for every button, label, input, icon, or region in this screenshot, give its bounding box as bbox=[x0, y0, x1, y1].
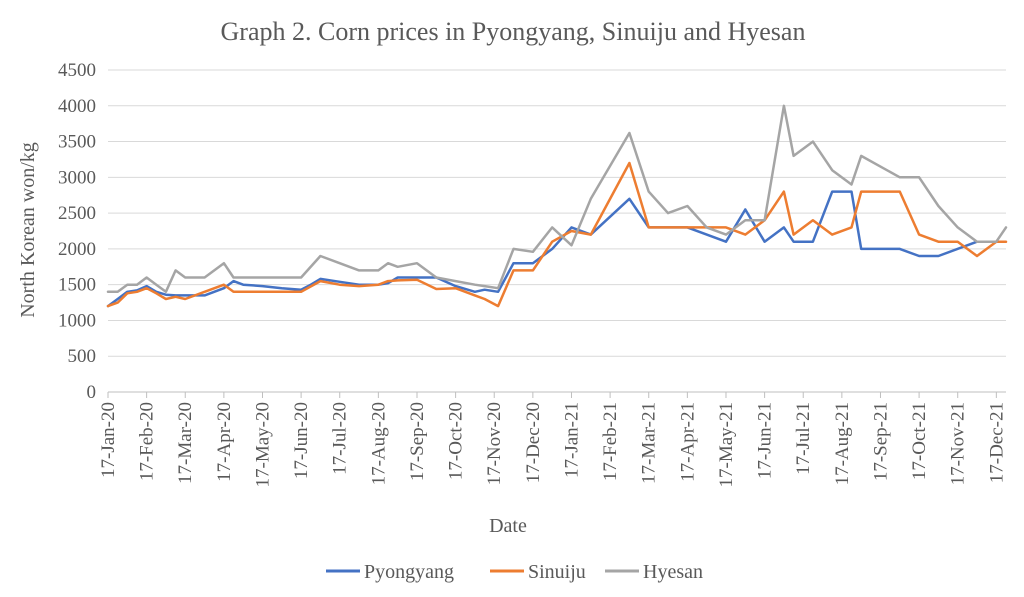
x-tick-label: 17-Apr-20 bbox=[214, 402, 235, 482]
y-tick-label: 4500 bbox=[58, 60, 96, 81]
series-line-hyesan bbox=[106, 104, 1008, 294]
x-tick-label: 17-Oct-20 bbox=[446, 402, 467, 480]
x-tick-label: 17-Jun-21 bbox=[755, 402, 776, 479]
chart-title: Graph 2. Corn prices in Pyongyang, Sinui… bbox=[221, 17, 806, 46]
legend: Pyongyang Sinuiju Hyesan bbox=[326, 561, 703, 583]
x-tick-label: 17-Jan-20 bbox=[98, 402, 119, 478]
x-tick-label: 17-Aug-21 bbox=[832, 402, 853, 485]
x-tick-label: 17-May-20 bbox=[252, 402, 273, 487]
y-tick-labels: 0 500 1000 1500 2000 2500 3000 3500 4000 4500 bbox=[58, 60, 96, 403]
legend-label-pyongyang: Pyongyang bbox=[364, 561, 454, 583]
x-axis bbox=[107, 391, 1006, 398]
x-tick-label: 17-Mar-20 bbox=[175, 402, 196, 484]
y-tick-label: 2500 bbox=[58, 203, 96, 224]
x-tick-label: 17-Dec-21 bbox=[986, 402, 1007, 483]
x-tick-label: 17-Jan-21 bbox=[561, 402, 582, 478]
x-tick-label: 17-Dec-20 bbox=[523, 402, 544, 483]
y-gridlines bbox=[108, 69, 1006, 357]
y-tick-label: 2000 bbox=[58, 239, 96, 260]
x-tick-label: 17-Apr-21 bbox=[677, 402, 698, 482]
legend-label-sinuiju: Sinuiju bbox=[528, 561, 586, 583]
series-line-sinuiju bbox=[106, 161, 1008, 308]
x-tick-label: 17-Aug-20 bbox=[368, 402, 389, 485]
y-tick-label: 0 bbox=[87, 382, 97, 403]
y-tick-label: 1000 bbox=[58, 310, 96, 331]
legend-label-hyesan: Hyesan bbox=[643, 561, 703, 583]
x-tick-label: 17-Sep-20 bbox=[407, 402, 428, 481]
x-axis-label: Date bbox=[489, 515, 527, 537]
y-tick-label: 500 bbox=[68, 346, 97, 367]
x-tick-label: 17-Jul-20 bbox=[330, 402, 351, 475]
x-tick-label: 17-Nov-21 bbox=[948, 402, 969, 485]
x-tick-label: 17-May-21 bbox=[716, 402, 737, 487]
x-tick-label: 17-Jun-20 bbox=[291, 402, 312, 479]
series-line-pyongyang bbox=[106, 190, 998, 308]
x-tick-label: 17-Jul-21 bbox=[793, 402, 814, 475]
y-tick-label: 3000 bbox=[58, 167, 96, 188]
x-tick-label: 17-Sep-21 bbox=[870, 402, 891, 481]
x-tick-label: 17-Mar-21 bbox=[639, 402, 660, 484]
y-tick-label: 3500 bbox=[58, 132, 96, 153]
x-tick-label: 17-Feb-21 bbox=[600, 402, 621, 481]
x-tick-label: 17-Nov-20 bbox=[484, 402, 505, 485]
x-tick-labels: 17-Jan-20 17-Feb-20 17-Mar-20 17-Apr-20 17-M… bbox=[98, 402, 1007, 487]
y-tick-label: 1500 bbox=[58, 275, 96, 296]
series-lines bbox=[106, 104, 1008, 308]
y-tick-label: 4000 bbox=[58, 96, 96, 117]
x-tick-label: 17-Feb-20 bbox=[137, 402, 158, 481]
y-axis-label: North Korean won/kg bbox=[17, 142, 39, 318]
x-tick-label: 17-Oct-21 bbox=[909, 402, 930, 480]
